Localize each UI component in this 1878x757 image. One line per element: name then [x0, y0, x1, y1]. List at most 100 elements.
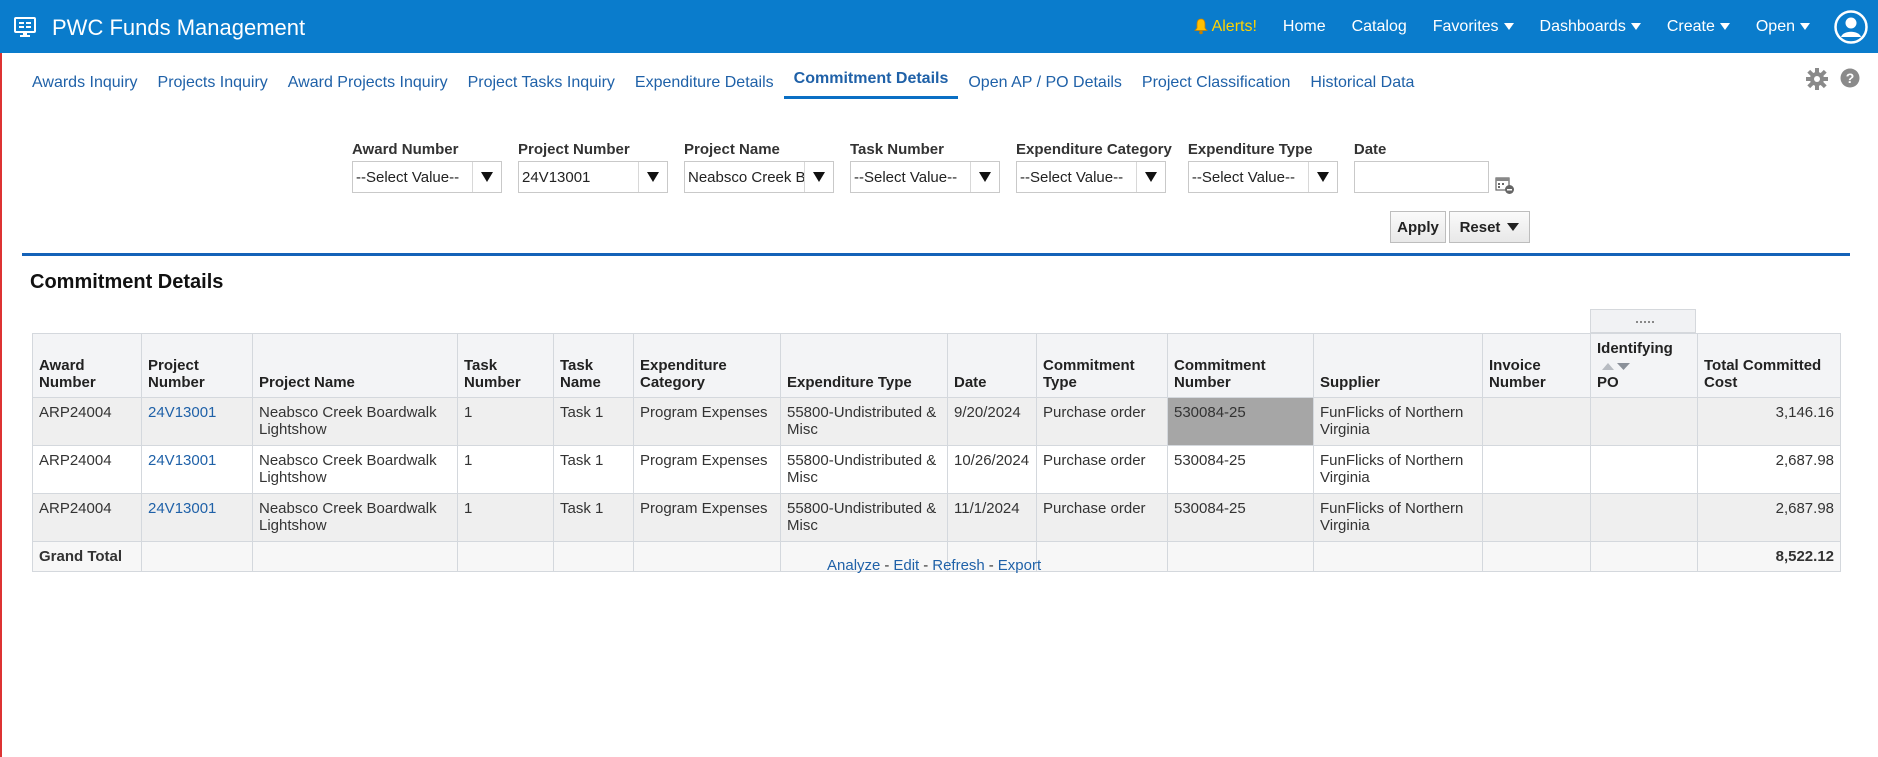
triangle-down-icon — [481, 172, 493, 182]
user-avatar-icon[interactable] — [1834, 9, 1868, 44]
apply-button[interactable]: Apply — [1390, 211, 1446, 243]
date-cell: 11/1/2024 — [947, 493, 1037, 542]
dropdown-button[interactable] — [970, 162, 999, 192]
tab-project-tasks-inquiry[interactable]: Project Tasks Inquiry — [467, 74, 615, 91]
tab-commitment-details[interactable]: Commitment Details — [783, 62, 959, 99]
select-value: Neabsco Creek Bo — [688, 168, 806, 186]
col-project-name[interactable]: Project Name — [252, 333, 458, 398]
col-expenditure-type[interactable]: Expenditure Type — [780, 333, 948, 398]
dashboard-app-icon[interactable] — [14, 16, 36, 38]
col-date[interactable]: Date — [947, 333, 1037, 398]
tab-open-ap-po-details[interactable]: Open AP / PO Details — [968, 74, 1122, 91]
dropdown-button[interactable] — [638, 162, 667, 192]
dropdown-button[interactable] — [804, 162, 833, 192]
tab-historical-data[interactable]: Historical Data — [1310, 74, 1415, 91]
window-edge — [0, 0, 2, 757]
tab-awards-inquiry[interactable]: Awards Inquiry — [32, 74, 138, 91]
project-name-cell: Neabsco Creek Boardwalk Lightshow — [252, 445, 458, 494]
chevron-down-icon — [1719, 23, 1730, 30]
sort-icon[interactable] — [1601, 361, 1631, 371]
date-input[interactable] — [1353, 161, 1489, 193]
task-number-select[interactable]: --Select Value-- — [850, 161, 1000, 193]
reset-button[interactable]: Reset — [1449, 211, 1530, 243]
expenditure-category-select[interactable]: --Select Value-- — [1016, 161, 1166, 193]
supplier-cell: FunFlicks of Northern Virginia — [1313, 397, 1483, 446]
col-invoice-number[interactable]: Invoice Number — [1482, 333, 1591, 398]
project-number-link[interactable]: 24V13001 — [141, 493, 253, 542]
filter-label: Project Name — [684, 141, 780, 158]
tab-expenditure-details[interactable]: Expenditure Details — [634, 74, 774, 91]
empty-cell — [553, 541, 634, 572]
col-supplier[interactable]: Supplier — [1313, 333, 1483, 398]
project-name-cell: Neabsco Creek Boardwalk Lightshow — [252, 397, 458, 446]
table-row: ARP24004 24V13001 Neabsco Creek Boardwal… — [32, 445, 1841, 494]
expenditure-type-cell: 55800-Undistributed & Misc — [780, 493, 948, 542]
home-link[interactable]: Home — [1282, 17, 1326, 35]
commitment-details-table: Award Number Project Number Project Name T… — [32, 333, 1841, 572]
favorites-menu[interactable]: Favorites — [1433, 18, 1514, 36]
page-title: Commitment Details — [30, 271, 224, 293]
col-commitment-number[interactable]: Commitment Number — [1167, 333, 1314, 398]
prompt-filters: Award Number --Select Value-- Project Nu… — [352, 141, 1531, 195]
select-value: --Select Value-- — [356, 168, 460, 186]
catalog-link[interactable]: Catalog — [1351, 17, 1407, 35]
calendar-icon[interactable] — [1495, 175, 1515, 195]
filter-project-name: Project Name Neabsco Creek Bo — [684, 141, 834, 193]
grand-total-row: Grand Total 8,522.12 — [32, 541, 1841, 572]
grand-total-value: 8,522.12 — [1697, 541, 1841, 572]
project-name-select[interactable]: Neabsco Creek Bo — [684, 161, 834, 193]
favorites-label: Favorites — [1432, 17, 1499, 35]
triangle-down-icon — [647, 172, 659, 182]
col-project-number[interactable]: Project Number — [141, 333, 253, 398]
svg-text:?: ? — [1846, 70, 1855, 86]
dropdown-button[interactable] — [472, 162, 501, 192]
col-task-name[interactable]: Task Name — [553, 333, 634, 398]
dashboards-menu[interactable]: Dashboards — [1540, 18, 1641, 36]
filter-label: Project Number — [518, 141, 630, 158]
award-number-select[interactable]: --Select Value-- — [352, 161, 502, 193]
task-number-cell: 1 — [457, 493, 554, 542]
project-number-select[interactable]: 24V13001 — [518, 161, 668, 193]
col-task-number[interactable]: Task Number — [457, 333, 554, 398]
empty-cell — [1590, 541, 1698, 572]
edit-link[interactable]: Edit — [893, 557, 920, 574]
empty-cell — [141, 541, 253, 572]
help-icon[interactable]: ? — [1840, 68, 1860, 88]
dropdown-button[interactable] — [1307, 162, 1337, 192]
filter-label: Task Number — [850, 141, 944, 158]
identifying-po-cell — [1590, 445, 1698, 494]
chevron-down-icon — [1800, 23, 1810, 30]
tab-award-projects-inquiry[interactable]: Award Projects Inquiry — [287, 74, 448, 91]
total-committed-cost-cell: 2,687.98 — [1697, 445, 1841, 494]
date-field-wrap — [1353, 161, 1515, 195]
gear-icon[interactable] — [1806, 68, 1828, 90]
dropdown-button[interactable] — [1136, 162, 1165, 192]
tab-projects-inquiry[interactable]: Projects Inquiry — [157, 74, 268, 91]
link-separator: - — [988, 557, 994, 574]
tab-project-classification[interactable]: Project Classification — [1141, 74, 1291, 91]
commitment-number-cell[interactable]: 530084-25 — [1167, 397, 1314, 446]
empty-cell — [1313, 541, 1483, 572]
commitment-number-cell: 530084-25 — [1167, 445, 1314, 494]
col-expenditure-category[interactable]: Expenditure Category — [633, 333, 781, 398]
col-award-number[interactable]: Award Number — [32, 333, 142, 398]
alerts-link[interactable]: Alerts! — [1193, 18, 1257, 36]
open-menu[interactable]: Open — [1756, 18, 1810, 36]
expenditure-type-select[interactable]: --Select Value-- — [1187, 161, 1338, 193]
col-commitment-type[interactable]: Commitment Type — [1036, 333, 1168, 398]
task-name-cell: Task 1 — [553, 493, 634, 542]
analyze-link[interactable]: Analyze — [827, 557, 881, 574]
project-number-link[interactable]: 24V13001 — [141, 397, 253, 446]
export-link[interactable]: Export — [997, 557, 1042, 574]
task-name-cell: Task 1 — [553, 445, 634, 494]
expenditure-type-cell: 55800-Undistributed & Misc — [780, 397, 948, 446]
column-drag-handle[interactable] — [1590, 309, 1696, 333]
refresh-link[interactable]: Refresh — [932, 557, 985, 574]
commitment-type-cell: Purchase order — [1036, 397, 1168, 446]
col-total-committed-cost[interactable]: Total Committed Cost — [1697, 333, 1841, 398]
award-number-cell: ARP24004 — [32, 445, 142, 494]
project-number-link[interactable]: 24V13001 — [141, 445, 253, 494]
col-identifying-po[interactable]: Identifying PO — [1590, 333, 1698, 398]
select-value: --Select Value-- — [854, 168, 958, 186]
create-menu[interactable]: Create — [1667, 18, 1730, 36]
